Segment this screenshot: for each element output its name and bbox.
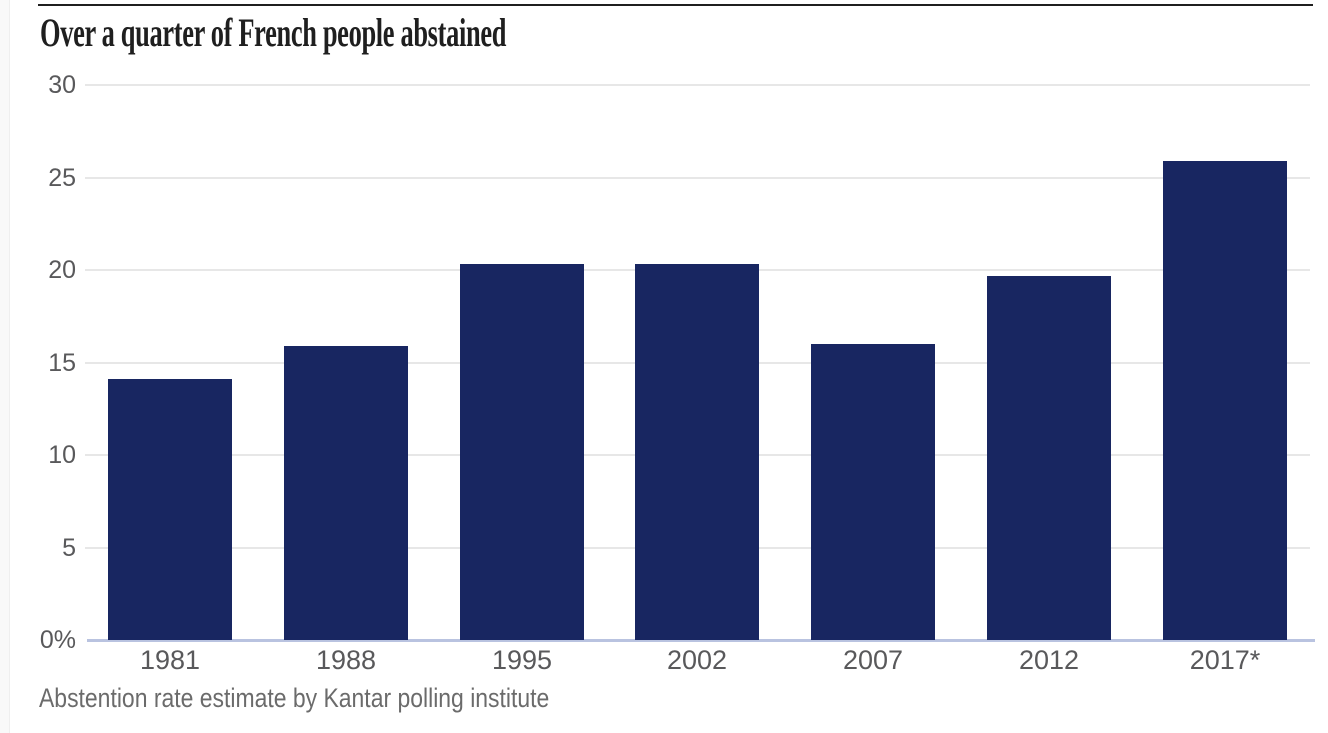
x-tick-label-1981: 1981 (139, 645, 201, 675)
gridline-30 (85, 84, 1310, 86)
y-tick-label-10: 10 (48, 441, 76, 469)
y-tick-label-15: 15 (48, 348, 76, 377)
chart-title: Over a quarter of French people abstaine… (40, 10, 507, 55)
x-tick-label-2017: 2017* (1189, 645, 1261, 675)
x-axis-line (87, 639, 1315, 642)
bar-2002 (635, 264, 759, 640)
chart-caption: Abstention rate estimate by Kantar polli… (39, 683, 550, 713)
page-edge-strip (0, 0, 10, 733)
bar-1981 (108, 379, 232, 640)
bar-1988 (284, 346, 408, 640)
y-tick-label-25: 25 (48, 163, 76, 192)
x-tick-label-1995: 1995 (491, 645, 553, 675)
y-tick-label-20: 20 (48, 256, 76, 284)
bar-1995 (460, 264, 584, 640)
y-tick-label-5: 5 (62, 533, 76, 562)
x-tick-label-2002: 2002 (666, 645, 728, 675)
x-tick-label-1988: 1988 (315, 645, 377, 675)
bar-2017 (1163, 161, 1287, 640)
bar-2007 (811, 344, 935, 640)
y-tick-label-0pct: 0% (39, 626, 76, 654)
title-rule (38, 4, 1313, 6)
y-tick-label-30: 30 (48, 71, 76, 99)
x-tick-label-2007: 2007 (842, 645, 904, 675)
x-tick-label-2012: 2012 (1018, 645, 1080, 675)
gridline-25 (85, 176, 1310, 179)
bar-2012 (987, 276, 1111, 640)
